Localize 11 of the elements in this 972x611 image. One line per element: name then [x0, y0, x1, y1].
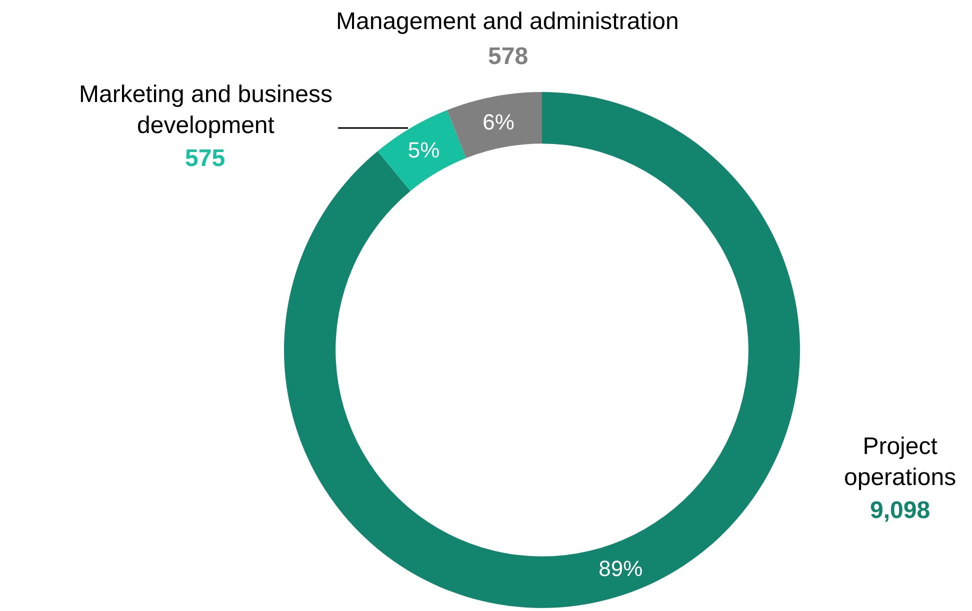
data-label: 5%	[408, 138, 440, 163]
text: 9,098	[870, 497, 930, 524]
text: 578	[488, 43, 528, 70]
donut-slice	[447, 92, 542, 158]
text: 575	[185, 145, 226, 172]
slice-label: Management and administration	[336, 8, 679, 35]
data-label: 6%	[482, 109, 514, 134]
data-label: 89%	[598, 556, 643, 581]
slice-label: Project operations	[844, 433, 956, 492]
donut-slice	[378, 110, 466, 191]
slice-label: Marketing and business development	[79, 81, 332, 140]
